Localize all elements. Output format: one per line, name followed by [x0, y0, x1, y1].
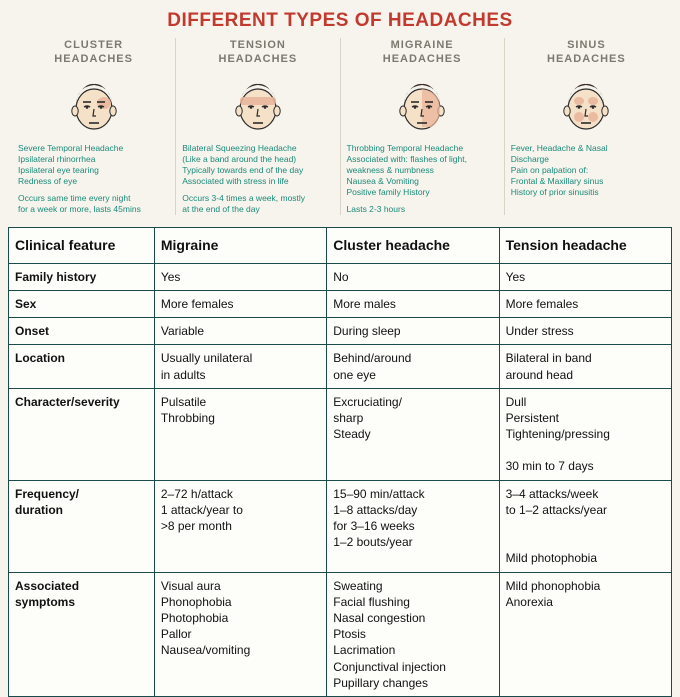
face-icon — [16, 73, 171, 137]
face-icon — [180, 73, 335, 137]
row-feature: Onset — [9, 318, 155, 345]
table-row: Character/severityPulsatile ThrobbingExc… — [9, 388, 672, 480]
row-feature: Family history — [9, 263, 155, 290]
table-cell: Visual aura Phonophobia Photophobia Pall… — [154, 572, 326, 696]
table-cell: Under stress — [499, 318, 671, 345]
table-row: Frequency/ duration2–72 h/attack 1 attac… — [9, 480, 672, 572]
table-row: LocationUsually unilateral in adultsBehi… — [9, 345, 672, 388]
th-tension: Tension headache — [499, 227, 671, 263]
th-feature: Clinical feature — [9, 227, 155, 263]
table-cell: Pulsatile Throbbing — [154, 388, 326, 480]
row-feature: Character/severity — [9, 388, 155, 480]
headache-panels: CLUSTER HEADACHES S — [0, 38, 680, 223]
panel-desc-2: Lasts 2-3 hours — [345, 204, 500, 215]
table-row: SexMore femalesMore malesMore females — [9, 290, 672, 317]
row-feature: Sex — [9, 290, 155, 317]
table-cell: Yes — [499, 263, 671, 290]
panel-tension: TENSION HEADACHES Bilateral Squeezing He… — [176, 38, 340, 215]
table-cell: Sweating Facial flushing Nasal congestio… — [327, 572, 499, 696]
table-body: Family historyYesNoYesSexMore femalesMor… — [9, 263, 672, 696]
face-icon — [345, 73, 500, 137]
table-cell: Behind/around one eye — [327, 345, 499, 388]
table-cell: 15–90 min/attack 1–8 attacks/day for 3–1… — [327, 480, 499, 572]
table-cell: Variable — [154, 318, 326, 345]
panel-heading: MIGRAINE HEADACHES — [345, 38, 500, 67]
panel-desc-2: Occurs 3-4 times a week, mostly at the e… — [180, 193, 335, 215]
table-header-row: Clinical feature Migraine Cluster headac… — [9, 227, 672, 263]
clinical-feature-table: Clinical feature Migraine Cluster headac… — [8, 227, 672, 697]
table-row: Family historyYesNoYes — [9, 263, 672, 290]
panel-sinus: SINUS HEADACHES Fever, Headache & Nas — [505, 38, 668, 215]
panel-heading: CLUSTER HEADACHES — [16, 38, 171, 67]
row-feature: Associated symptoms — [9, 572, 155, 696]
panel-desc-2: Occurs same time every night for a week … — [16, 193, 171, 215]
panel-migraine: MIGRAINE HEADACHES Throbbing Temporal He… — [341, 38, 505, 215]
table-cell: Usually unilateral in adults — [154, 345, 326, 388]
table-cell: More females — [499, 290, 671, 317]
table-cell: During sleep — [327, 318, 499, 345]
panel-heading: SINUS HEADACHES — [509, 38, 664, 67]
page-title: DIFFERENT TYPES OF HEADACHES — [0, 0, 680, 38]
panel-desc-1: Fever, Headache & Nasal Discharge Pain o… — [509, 143, 664, 198]
table-cell: More females — [154, 290, 326, 317]
table-cell: Yes — [154, 263, 326, 290]
table-cell: Dull Persistent Tightening/pressing 30 m… — [499, 388, 671, 480]
table-cell: 3–4 attacks/week to 1–2 attacks/year Mil… — [499, 480, 671, 572]
panel-desc-1: Throbbing Temporal Headache Associated w… — [345, 143, 500, 198]
th-cluster: Cluster headache — [327, 227, 499, 263]
table-cell: No — [327, 263, 499, 290]
table-cell: Mild phonophobia Anorexia — [499, 572, 671, 696]
table-row: OnsetVariableDuring sleepUnder stress — [9, 318, 672, 345]
table-cell: Bilateral in band around head — [499, 345, 671, 388]
table-cell: 2–72 h/attack 1 attack/year to >8 per mo… — [154, 480, 326, 572]
row-feature: Frequency/ duration — [9, 480, 155, 572]
panel-cluster: CLUSTER HEADACHES S — [12, 38, 176, 215]
table-row: Associated symptomsVisual aura Phonophob… — [9, 572, 672, 696]
table-cell: More males — [327, 290, 499, 317]
panel-heading: TENSION HEADACHES — [180, 38, 335, 67]
row-feature: Location — [9, 345, 155, 388]
face-icon — [509, 73, 664, 137]
panel-desc-1: Bilateral Squeezing Headache (Like a ban… — [180, 143, 335, 187]
th-migraine: Migraine — [154, 227, 326, 263]
panel-desc-1: Severe Temporal Headache Ipsilateral rhi… — [16, 143, 171, 187]
table-cell: Excruciating/ sharp Steady — [327, 388, 499, 480]
